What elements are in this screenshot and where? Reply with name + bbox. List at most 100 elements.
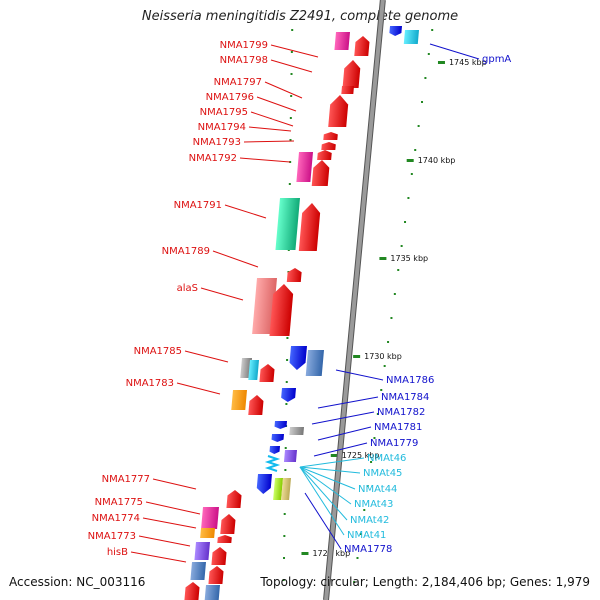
gene-hisb-d [204,585,220,600]
label-nma1794: NMA1794 [198,122,246,133]
outer-guide-dot [404,221,407,223]
label-nma1774-leader [142,517,197,529]
gene-alas-b [269,284,294,336]
label-nma1779-leader [313,442,368,457]
label-nma1794-leader [248,126,292,132]
scale-tick-label: 1730 kbp [364,352,402,361]
label-nma1783: NMA1783 [126,378,174,389]
gene-nma1786b [305,350,324,376]
outer-guide-dot [376,413,379,415]
label-nma1798-leader [270,59,313,73]
label-nma1785-leader [184,350,229,363]
label-nma1793: NMA1793 [193,137,241,148]
inner-guide-dot [286,337,289,339]
scale-tick-label: 1725 kbp [342,451,380,460]
outer-guide-dot [410,173,413,175]
label-nma1778: NMA1778 [344,544,392,555]
scale-tick [301,552,309,555]
gene-nma1789 [286,268,302,282]
gene-labels: NMA1799 NMA1798 NMA1797 NMA1796 NMA1795 NMA17… [88,40,512,558]
outer-guide-dot [414,149,417,151]
label-nma1789-leader [212,250,259,268]
inner-guide-dot [282,579,285,581]
scale-tick [437,61,445,64]
outer-guide-dot [353,581,356,583]
label-nma1781-leader [317,426,372,441]
scale-tick [406,159,414,162]
inner-guide-dot [283,513,286,515]
outer-guide-dot [359,533,362,535]
label-nma1799-leader [270,44,319,58]
gene-nma1795 [328,95,349,127]
label-alas-leader [200,287,244,301]
gene-nma1797 [342,60,361,88]
label-nma1773: NMA1773 [88,531,136,542]
inner-guide-dot [288,183,291,185]
gene-nma1793 [321,142,336,150]
gene-nma1773 [194,542,210,560]
outer-guide-dot [421,101,424,103]
inner-guide-dot [284,469,287,471]
inner-guide-dot [286,359,289,361]
label-nmat46: NMAt46 [367,453,406,464]
gene-nma1777 [226,490,242,508]
gene-nma1783b [248,395,264,415]
label-nmat44: NMAt44 [358,484,397,495]
label-nma1774: NMA1774 [92,513,140,524]
gene-nma1779 [283,450,297,462]
label-hisb-leader [130,551,187,563]
gene-nma1774 [200,528,215,538]
gene-nma1773b [211,547,227,565]
gene-features [184,26,419,600]
scale-tick [379,257,387,260]
label-nma1781: NMA1781 [374,422,422,433]
label-alas: alaS [177,283,198,294]
label-nma1777: NMA1777 [102,474,150,485]
outer-guide-dot [383,365,386,367]
label-nma1784-leader [317,396,379,409]
label-nmat41-leader [299,466,345,536]
outer-guide-dot [427,53,430,55]
gene-nma1778 [256,474,272,494]
outer-guide-dot [393,293,396,295]
gene-nma1799 [334,32,350,50]
label-nma1777-leader [152,478,197,490]
outer-guide-dot [366,485,369,487]
gene-nma1786 [289,346,307,370]
label-nma1792: NMA1792 [189,153,237,164]
gene-nma1775b [220,514,236,534]
label-nma1784: NMA1784 [381,392,429,403]
gene-nma1784 [281,388,296,402]
inner-guide-dot [285,403,288,405]
inner-guide-dot [291,29,294,31]
outer-guide-dot [397,269,400,271]
gene-nma1785b [248,360,259,380]
gene-nma1796 [341,86,354,94]
gene-gpma-b [389,26,402,36]
label-nmat42: NMAt42 [350,515,389,526]
outer-guide-dot [400,245,403,247]
scale-tick-label: 1745 kbp [449,58,487,67]
outer-guide-dot [373,437,376,439]
gene-nma1779c [269,446,280,454]
trna-cluster [264,455,281,472]
gene-nma1792 [296,152,313,182]
label-nma1791-leader [224,204,267,219]
outer-guide-dot [380,389,383,391]
label-nmat43-leader [299,466,352,505]
inner-guide-dot [283,557,286,559]
inner-guide-dot [289,139,292,141]
scale-tick [353,355,361,358]
label-nmat41: NMAt41 [347,530,386,541]
gene-nma1781 [289,427,304,435]
inner-guide-dot [289,117,292,119]
accession-text: Accession: NC_003116 [9,575,146,589]
scale-tick-label: 1740 kbp [418,156,456,165]
label-nmat46-leader [299,457,365,468]
gene-nma1775 [201,507,219,529]
label-nma1798: NMA1798 [220,55,268,66]
label-nma1793-leader [243,140,295,143]
gene-nma1778b [273,478,283,500]
gene-nma1794 [323,132,338,140]
